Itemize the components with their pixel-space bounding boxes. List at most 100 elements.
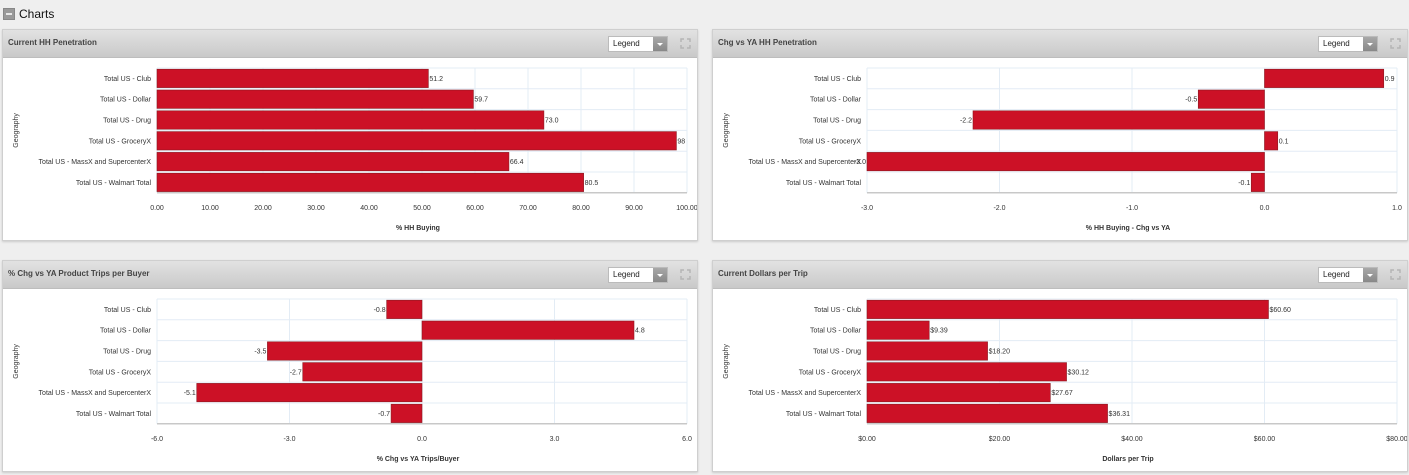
- x-tick-label: -6.0: [151, 436, 163, 443]
- data-label: 0.1: [1279, 138, 1289, 145]
- x-tick-label: 40.00: [360, 205, 378, 212]
- category-label: Total US - Dollar: [810, 97, 862, 104]
- legend-dropdown-label: Legend: [613, 39, 640, 48]
- bar: [1264, 68, 1385, 88]
- expand-icon[interactable]: [1390, 38, 1401, 49]
- expand-icon[interactable]: [1390, 269, 1401, 280]
- data-label: 98: [677, 138, 685, 145]
- category-label: Total US - MassX and SupercenterX: [39, 159, 152, 166]
- category-label: Total US - GroceryX: [799, 369, 862, 376]
- data-label: 66.4: [510, 159, 524, 166]
- data-label: $30.12: [1068, 369, 1090, 376]
- bar: [866, 299, 1269, 319]
- section-title: Charts: [19, 7, 55, 21]
- bar: [386, 299, 423, 319]
- category-label: Total US - Dollar: [810, 328, 862, 335]
- category-label: Total US - Walmart Total: [786, 180, 862, 187]
- panel-header: Current HH Penetration Legend: [3, 30, 697, 58]
- x-tick-label: -3.0: [861, 205, 873, 212]
- chart-plot: 0.00 10.00 20.00 30.00 40.00 50.00 60.00 70.00 8…: [13, 67, 697, 232]
- category-label: Total US - Dollar: [100, 328, 152, 335]
- bar: [866, 362, 1067, 382]
- data-label: -3.5: [254, 349, 266, 356]
- bar: [866, 383, 1051, 403]
- x-axis-title: Dollars per Trip: [1102, 456, 1153, 463]
- legend-dropdown[interactable]: Legend: [608, 267, 668, 283]
- bar: [156, 68, 429, 88]
- x-tick-label: 20.00: [254, 205, 272, 212]
- data-label: 4.8: [635, 328, 645, 335]
- category-label: Total US - Club: [814, 307, 861, 314]
- data-label: -2.7: [290, 369, 302, 376]
- x-tick-label: 10.00: [201, 205, 219, 212]
- data-label: $9.39: [930, 328, 948, 335]
- x-axis-title: % HH Buying: [396, 225, 440, 232]
- bar: [196, 383, 423, 403]
- chart-panel-dollars-per-trip: Current Dollars per Trip Legend $0.00 $20…: [712, 260, 1408, 472]
- legend-dropdown[interactable]: Legend: [1318, 36, 1378, 52]
- category-label: Total US - Club: [104, 307, 151, 314]
- expand-icon[interactable]: [680, 269, 691, 280]
- x-tick-label: 6.0: [682, 436, 692, 443]
- data-label: -5.1: [184, 390, 196, 397]
- x-tick-label: 90.00: [625, 205, 643, 212]
- y-axis-title: Geography: [13, 344, 20, 379]
- category-label: Total US - Walmart Total: [76, 180, 152, 187]
- x-tick-label: $0.00: [858, 436, 876, 443]
- x-tick-label: -2.0: [993, 205, 1005, 212]
- bar: [866, 320, 930, 340]
- bar: [866, 341, 988, 361]
- category-label: Total US - Drug: [813, 118, 861, 125]
- legend-dropdown[interactable]: Legend: [1318, 267, 1378, 283]
- data-label: -2.2: [960, 118, 972, 125]
- data-label: 80.5: [585, 180, 599, 187]
- data-label: -0.7: [378, 411, 390, 418]
- bar: [267, 341, 423, 361]
- panel-header: Chg vs YA HH Penetration Legend: [713, 30, 1407, 58]
- panel-header: % Chg vs YA Product Trips per Buyer Lege…: [3, 261, 697, 289]
- data-label: -0.5: [1185, 97, 1197, 104]
- x-tick-label: 80.00: [572, 205, 590, 212]
- bar: [1250, 172, 1265, 192]
- category-label: Total US - Drug: [813, 349, 861, 356]
- bar: [866, 152, 1265, 172]
- x-tick-label: $60.00: [1254, 436, 1276, 443]
- x-tick-label: 3.0: [550, 436, 560, 443]
- category-label: Total US - MassX and SupercenterX: [749, 159, 862, 166]
- data-label: $27.67: [1051, 390, 1073, 397]
- x-tick-label: 70.00: [519, 205, 537, 212]
- chart-panel-chg-vs-ya-hh-penetration: Chg vs YA HH Penetration Legend -3.0 -2.0…: [712, 29, 1408, 241]
- bar: [156, 172, 584, 192]
- legend-dropdown-label: Legend: [1323, 39, 1350, 48]
- x-tick-label: -3.0: [283, 436, 295, 443]
- panel-title: Chg vs YA HH Penetration: [718, 38, 817, 47]
- x-tick-label: 100.00: [676, 205, 697, 212]
- category-label: Total US - Drug: [103, 118, 151, 125]
- x-tick-label: 50.00: [413, 205, 431, 212]
- category-label: Total US - GroceryX: [799, 138, 862, 145]
- x-tick-label: $40.00: [1121, 436, 1143, 443]
- category-label: Total US - MassX and SupercenterX: [749, 390, 862, 397]
- chart-panel-current-hh-penetration: Current HH Penetration Legend 0.00 10.00 2…: [2, 29, 698, 241]
- chevron-down-icon: [653, 37, 667, 51]
- x-tick-label: 1.0: [1392, 205, 1402, 212]
- panel-title: Current HH Penetration: [8, 38, 97, 47]
- data-label: -0.1: [1238, 180, 1250, 187]
- legend-dropdown[interactable]: Legend: [608, 36, 668, 52]
- y-axis-title: Geography: [723, 344, 730, 379]
- bar: [390, 403, 423, 423]
- y-axis-title: Geography: [13, 113, 20, 148]
- x-tick-label: $20.00: [989, 436, 1011, 443]
- x-tick-label: 60.00: [466, 205, 484, 212]
- data-label: -3.0: [854, 159, 866, 166]
- bar: [156, 152, 510, 172]
- data-label: 51.2: [429, 76, 443, 83]
- x-tick-label: -1.0: [1126, 205, 1138, 212]
- x-tick-label: 0.0: [1260, 205, 1270, 212]
- category-label: Total US - Drug: [103, 349, 151, 356]
- chevron-down-icon: [1363, 37, 1377, 51]
- expand-icon[interactable]: [680, 38, 691, 49]
- collapse-icon[interactable]: [3, 8, 15, 20]
- category-label: Total US - GroceryX: [89, 138, 152, 145]
- bar: [302, 362, 423, 382]
